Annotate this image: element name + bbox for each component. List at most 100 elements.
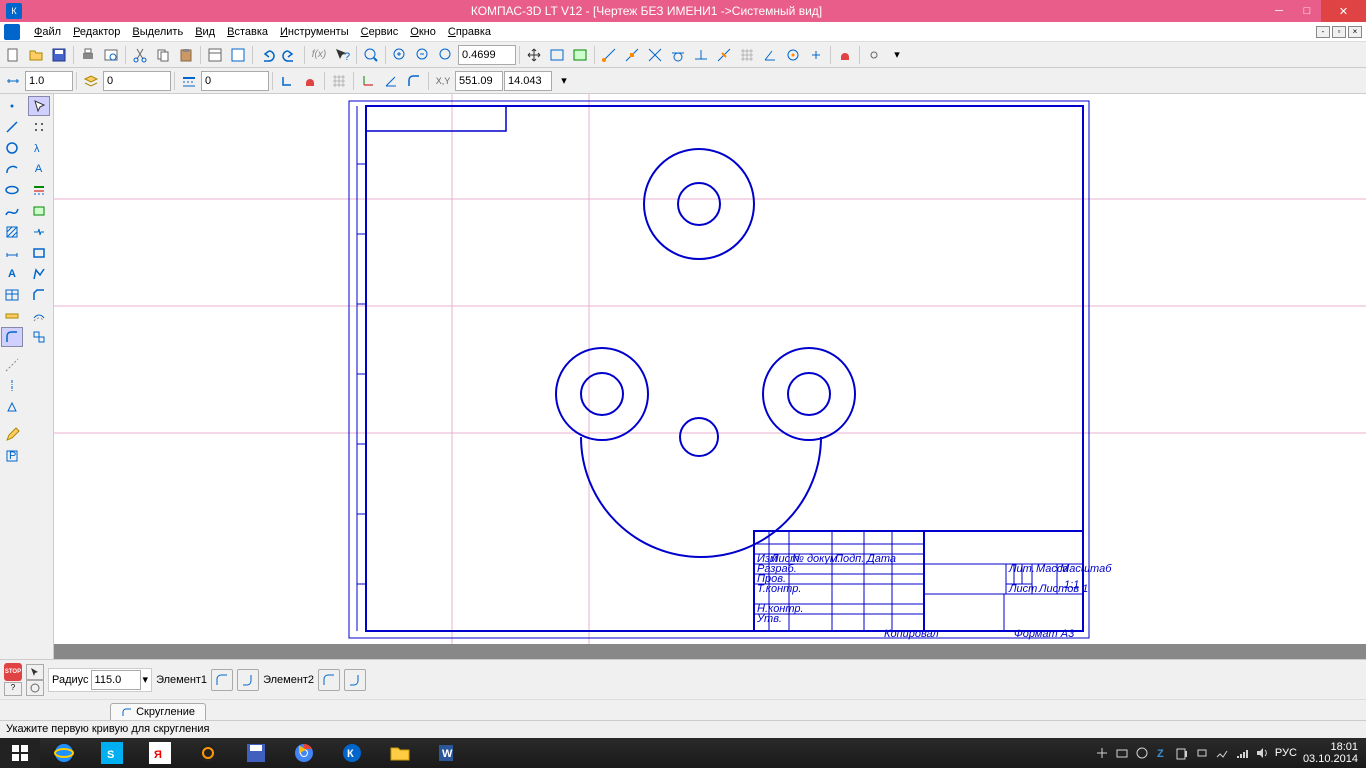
cursor-tool[interactable] [28,96,50,116]
tray-language[interactable]: РУС [1275,747,1297,759]
mdi-close[interactable]: × [1348,26,1362,38]
measure-tool[interactable] [1,306,23,326]
spline-tool[interactable] [1,201,23,221]
tray-icon[interactable] [1215,746,1229,760]
snap-normal-button[interactable] [690,44,712,66]
help-small-button[interactable]: ? [4,682,22,696]
edit-tool[interactable] [1,425,23,445]
view-tool[interactable] [28,201,50,221]
snap-toggle-button[interactable] [834,44,856,66]
construction-tool[interactable] [1,355,23,375]
task-skype[interactable]: S [88,738,136,768]
text2-tool[interactable]: A [28,159,50,179]
preview-button[interactable] [100,44,122,66]
symbol-tool[interactable] [1,397,23,417]
rect-tool[interactable] [28,243,50,263]
circle-tool[interactable] [1,138,23,158]
elem1-mode2-button[interactable] [237,669,259,691]
drawing-canvas[interactable]: Изм Лист № докум. Подп. Дата Разраб. Про… [54,94,1366,644]
dropdown-icon[interactable]: ▾ [143,673,149,686]
mdi-minimize[interactable]: - [1316,26,1330,38]
copy-button[interactable] [152,44,174,66]
minimize-button[interactable]: ─ [1265,0,1293,22]
tray-clock[interactable]: 18:01 03.10.2014 [1303,741,1358,765]
auto-button[interactable] [26,680,44,696]
task-aimp[interactable] [184,738,232,768]
fillet-tool[interactable] [1,327,23,347]
style-tool[interactable] [28,180,50,200]
zoom-value-input[interactable] [458,45,516,65]
point-tool[interactable] [1,96,23,116]
task-ie[interactable] [40,738,88,768]
variables-button[interactable] [227,44,249,66]
snap-magnet-button[interactable] [299,70,321,92]
char-tool[interactable]: λ [28,138,50,158]
print-button[interactable] [77,44,99,66]
zoom-window-button[interactable] [360,44,382,66]
grid-snap-tool[interactable] [28,117,50,137]
task-chrome[interactable] [280,738,328,768]
zoom-out-button[interactable] [412,44,434,66]
snap-center-button[interactable] [782,44,804,66]
save-button[interactable] [48,44,70,66]
tray-icon[interactable] [1135,746,1149,760]
menu-insert[interactable]: Вставка [221,24,274,40]
snap-intersect-button[interactable] [644,44,666,66]
equidistant-tool[interactable] [28,306,50,326]
apply-button[interactable] [26,664,44,680]
chamfer-tool[interactable] [28,285,50,305]
dropdown-more-button[interactable]: ▾ [886,44,908,66]
elem2-mode1-button[interactable] [318,669,340,691]
pan-button[interactable] [523,44,545,66]
zoom-fit-button[interactable] [546,44,568,66]
snap-end-button[interactable] [598,44,620,66]
menu-view[interactable]: Вид [189,24,221,40]
tray-volume-icon[interactable] [1255,746,1269,760]
tray-icon[interactable] [1195,746,1209,760]
elem2-mode2-button[interactable] [344,669,366,691]
radius-input[interactable] [91,670,141,690]
menu-window[interactable]: Окно [404,24,442,40]
tray-icon[interactable] [1175,746,1189,760]
elem1-mode1-button[interactable] [211,669,233,691]
snap-grid-button[interactable] [736,44,758,66]
dimension-tool[interactable] [1,243,23,263]
canvas-area[interactable]: Изм Лист № докум. Подп. Дата Разраб. Про… [54,94,1366,659]
zoom-scale-button[interactable] [435,44,457,66]
menu-help[interactable]: Справка [442,24,497,40]
task-word[interactable]: W [424,738,472,768]
tray-icon[interactable] [1115,746,1129,760]
properties-button[interactable] [204,44,226,66]
line-tool[interactable] [1,117,23,137]
cut-button[interactable] [129,44,151,66]
poly-tool[interactable] [28,264,50,284]
step-button[interactable] [2,70,24,92]
mdi-restore[interactable]: ▫ [1332,26,1346,38]
paste-button[interactable] [175,44,197,66]
snap-near-button[interactable] [713,44,735,66]
open-button[interactable] [25,44,47,66]
menu-service[interactable]: Сервис [355,24,405,40]
rounding-icon-button[interactable] [403,70,425,92]
zoom-in-button[interactable] [389,44,411,66]
layer-input[interactable] [103,71,171,91]
break-tool[interactable] [28,222,50,242]
collect-tool[interactable] [28,327,50,347]
start-button[interactable] [0,738,40,768]
tray-zona-icon[interactable]: Z [1155,746,1169,760]
style-input[interactable] [201,71,269,91]
ellipse-tool[interactable] [1,180,23,200]
layer-button[interactable] [80,70,102,92]
redo-button[interactable] [279,44,301,66]
menu-file[interactable]: Файл [28,24,67,40]
menu-edit[interactable]: Редактор [67,24,126,40]
maximize-button[interactable]: □ [1293,0,1321,22]
refresh-button[interactable] [569,44,591,66]
grid-button[interactable] [328,70,350,92]
fx-button[interactable]: f(x) [308,44,330,66]
snap-point-button[interactable] [805,44,827,66]
params-tool[interactable]: P [1,446,23,466]
snap-settings-button[interactable] [863,44,885,66]
arc-tool[interactable] [1,159,23,179]
dropdown-more2-button[interactable]: ▾ [553,70,575,92]
